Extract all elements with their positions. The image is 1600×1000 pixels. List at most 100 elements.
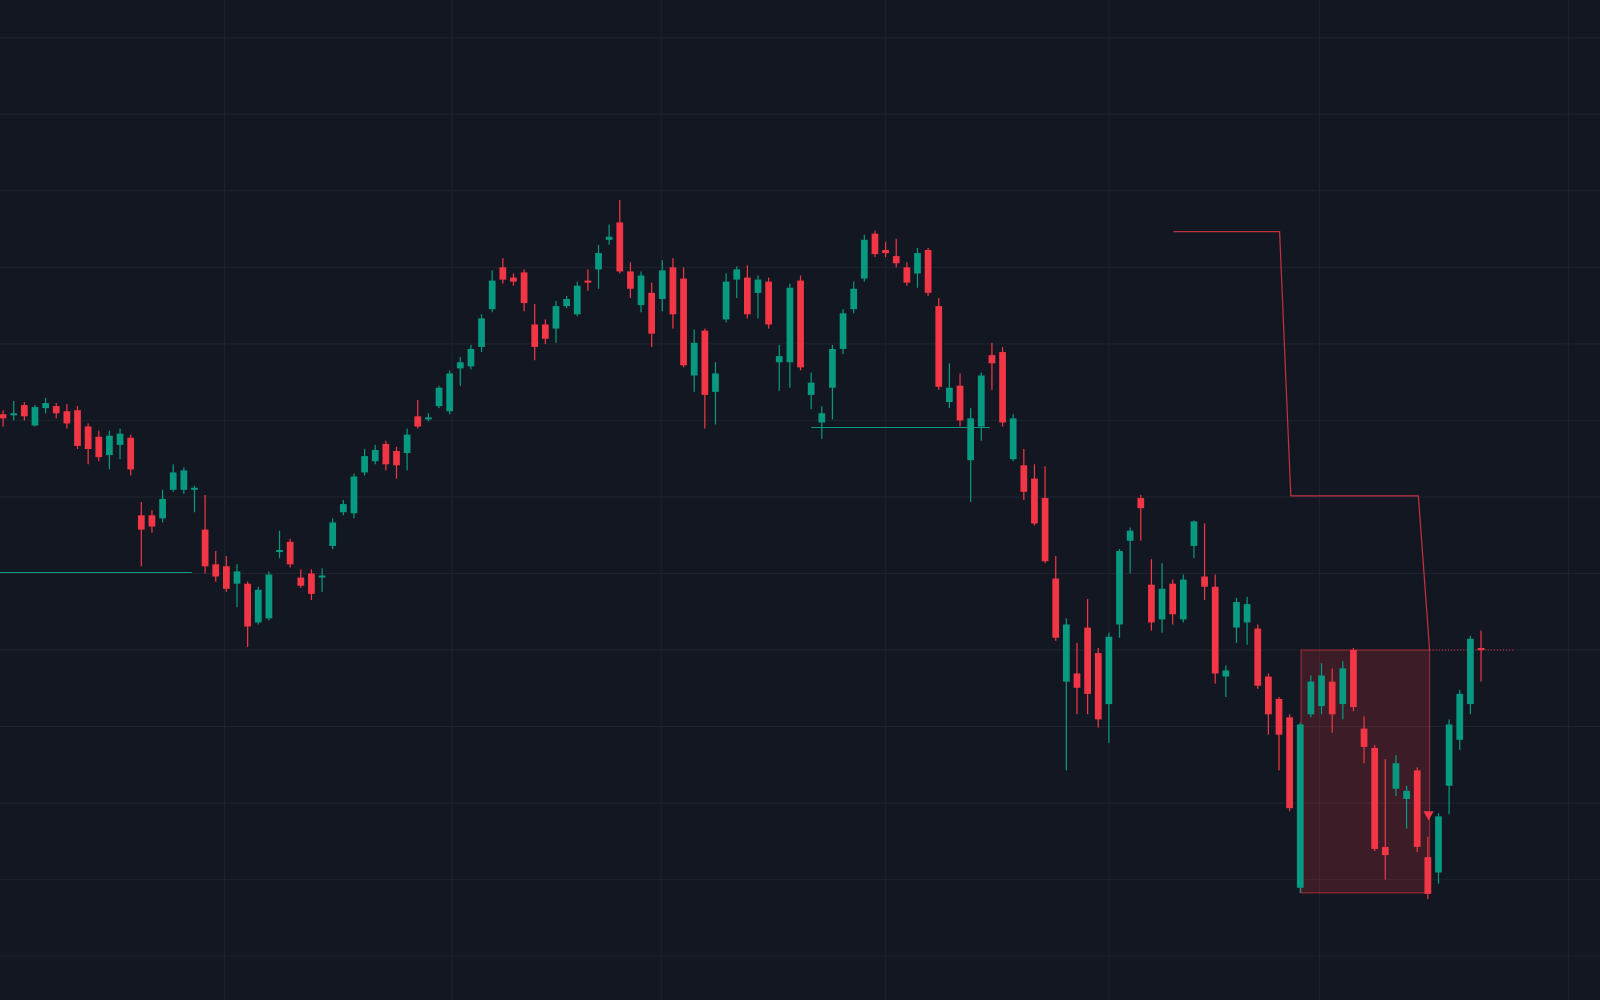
- candle-body: [956, 385, 964, 421]
- candle-body: [924, 250, 932, 293]
- candle-body: [754, 279, 762, 293]
- candle-body: [318, 575, 326, 578]
- candle-body: [1233, 602, 1240, 628]
- candle-body: [201, 529, 209, 567]
- candle-body: [1094, 653, 1102, 720]
- candle-body: [712, 373, 719, 392]
- candle-body: [977, 375, 985, 427]
- candle-body: [148, 515, 156, 527]
- candle-body: [797, 280, 804, 368]
- candle-body: [903, 267, 911, 283]
- candle-body: [1413, 770, 1421, 847]
- candle-body: [1445, 724, 1453, 786]
- candle-body: [1350, 650, 1357, 708]
- candle-body: [297, 577, 305, 586]
- candle-body: [1158, 588, 1166, 620]
- candle-body: [637, 275, 645, 306]
- candle-body: [1286, 717, 1294, 809]
- candle-body: [244, 583, 252, 627]
- candle-body: [1403, 790, 1410, 799]
- candle-body: [1009, 418, 1017, 460]
- candle-body: [467, 348, 475, 367]
- candle-body: [1381, 846, 1389, 856]
- candle-body: [722, 281, 730, 320]
- candle-body: [1371, 747, 1379, 849]
- candle-body: [414, 416, 422, 427]
- candle-body: [1190, 521, 1198, 546]
- candle-body: [393, 451, 400, 466]
- candle-body: [1360, 728, 1368, 747]
- candle-body: [1073, 673, 1081, 688]
- candle-body: [541, 324, 549, 339]
- candle-body: [999, 352, 1006, 423]
- candle-body: [1318, 675, 1325, 707]
- candle-body: [595, 253, 602, 270]
- candle-body: [31, 407, 39, 426]
- candle-body: [10, 413, 18, 416]
- candle-body: [669, 267, 677, 315]
- candle-body: [137, 515, 145, 530]
- candle-body: [1052, 578, 1060, 638]
- candle-body: [42, 403, 49, 409]
- candle-body: [95, 436, 103, 458]
- candle-body: [1105, 636, 1113, 705]
- candle-body: [1169, 583, 1177, 615]
- candle-body: [1062, 624, 1070, 682]
- candle-body: [1137, 497, 1145, 509]
- candle-body: [584, 280, 592, 283]
- candle-body: [308, 573, 315, 594]
- candle-body: [520, 272, 528, 304]
- candle-body: [371, 450, 379, 462]
- candle-body: [106, 435, 113, 456]
- candle-body: [733, 269, 741, 280]
- candle-body: [1020, 465, 1028, 492]
- candle-body: [1477, 647, 1485, 650]
- candle-body: [435, 387, 443, 407]
- candle-body: [1201, 576, 1208, 587]
- candle-body: [212, 564, 220, 577]
- candle-body: [552, 306, 560, 329]
- candle-body: [286, 541, 294, 565]
- candle-body: [1307, 681, 1315, 715]
- candle-body: [127, 437, 135, 470]
- candle-body: [1222, 670, 1230, 677]
- candle-body: [191, 487, 198, 490]
- signal-marker: [1423, 811, 1434, 821]
- candle-body: [1435, 816, 1442, 873]
- candle-body: [361, 456, 368, 473]
- candle-body: [1179, 579, 1187, 620]
- candle-body: [169, 472, 177, 490]
- candle-body: [829, 348, 836, 388]
- candle-body: [1392, 763, 1400, 789]
- candles: [0, 200, 1485, 899]
- candle-body: [1328, 681, 1336, 715]
- candle-body: [690, 342, 698, 376]
- candle-body: [499, 267, 507, 280]
- candle-body: [616, 222, 624, 272]
- candle-body: [701, 330, 709, 395]
- candle-body: [744, 277, 751, 315]
- candle-body: [1275, 698, 1283, 735]
- candle-body: [403, 434, 411, 454]
- candle-body: [425, 417, 432, 420]
- candle-body: [74, 410, 81, 446]
- candle-body: [850, 288, 858, 310]
- candle-body: [254, 589, 262, 623]
- candle-body: [488, 280, 496, 310]
- candle-body: [775, 356, 783, 363]
- candle-body: [1456, 693, 1464, 740]
- candle-body: [265, 574, 273, 619]
- candle-body: [807, 382, 815, 395]
- candle-body: [510, 277, 517, 282]
- candle-body: [605, 236, 613, 240]
- candle-body: [860, 239, 868, 279]
- candle-body: [1126, 530, 1134, 541]
- candle-body: [1116, 551, 1123, 625]
- candle-body: [882, 250, 889, 254]
- candle-body: [818, 413, 826, 423]
- candle-body: [233, 571, 241, 584]
